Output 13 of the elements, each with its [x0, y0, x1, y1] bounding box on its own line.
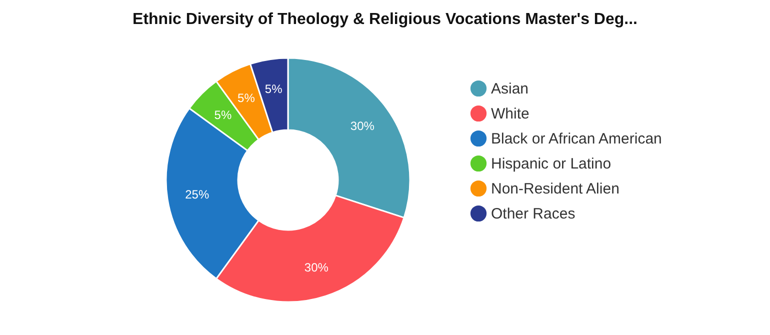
legend-label: Asian — [491, 80, 529, 98]
data-label: 30% — [304, 260, 329, 274]
legend-label: Other Races — [491, 206, 576, 222]
data-label: 5% — [214, 108, 232, 122]
legend-label: Non-Resident Alien — [491, 180, 620, 198]
data-label: 30% — [350, 118, 375, 133]
legend-label: White — [491, 106, 530, 122]
legend-label: Black or African American — [491, 130, 662, 148]
data-label: 5% — [264, 82, 283, 96]
chart-title: Ethnic Diversity of Theology & Religious Vocations Master's Deg... — [132, 11, 638, 28]
data-label: 25% — [185, 187, 210, 202]
data-label: 5% — [238, 91, 256, 106]
legend-label: Hispanic or Latino — [491, 156, 612, 172]
